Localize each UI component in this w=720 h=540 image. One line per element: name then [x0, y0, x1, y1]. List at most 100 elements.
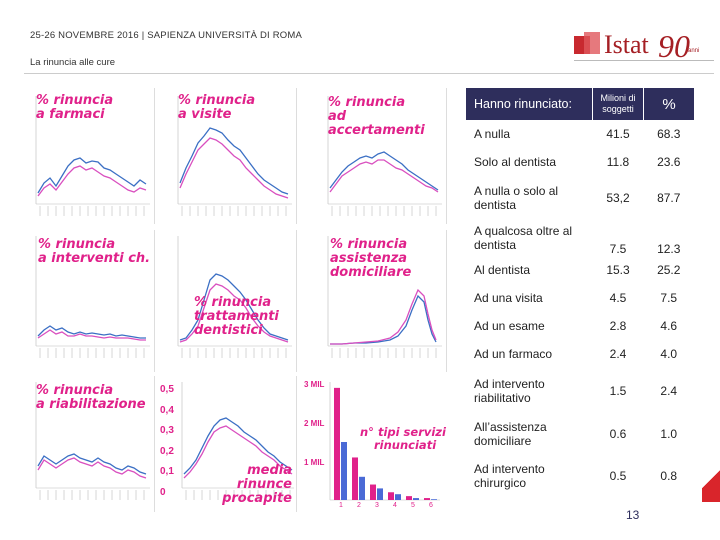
chart-panel-tipi-servizi: 3 MIL 2 MIL 1 MIL 1 2 3 4 5 6 n° tipi se… — [300, 376, 446, 512]
panel-title-line: % rinuncia — [330, 237, 408, 252]
bar-a-6 — [424, 498, 430, 500]
row-c1: 0.5 — [609, 469, 627, 483]
table-header-label: Hanno rinunciato: — [466, 88, 593, 120]
panel-title-line: % rinuncia — [38, 237, 116, 252]
x-tick-label: 3 — [375, 502, 379, 509]
panel-title-line: % rinuncia — [328, 95, 406, 110]
panel-title: % rinuncia a riabilitazione — [36, 384, 146, 412]
bar-b-1 — [341, 442, 347, 500]
chart-panel-domiciliare: % rinuncia assistenza domiciliare — [318, 230, 447, 372]
row-label: Ad una visita — [474, 291, 543, 305]
logo-suffix: anni — [688, 48, 700, 54]
panel-title-line: a visite — [178, 107, 232, 122]
table-row: Ad una visita 4.5 7.5 — [466, 284, 694, 312]
bar-b-2 — [359, 476, 365, 500]
row-label: A nulla o solo al dentista — [474, 184, 559, 212]
panel-title-line: a interventi ch. — [38, 251, 151, 266]
table-row: A nulla 41.5 68.3 — [466, 120, 694, 148]
line-chart-dentistici — [177, 236, 292, 358]
panel-title-line: domiciliare — [330, 265, 412, 280]
y-tick-label: 3 MIL — [304, 380, 325, 389]
logo-underline — [574, 60, 714, 61]
row-c1: 11.8 — [606, 155, 630, 169]
x-tick-label: 6 — [429, 502, 433, 509]
istat-logo: Istat 90 anni — [574, 28, 714, 72]
x-tick-label: 5 — [411, 502, 415, 509]
panel-title-line: n° tipi servizi — [360, 425, 446, 439]
panel-title-line: rinunce procapite — [222, 477, 292, 506]
panel-title: % rinuncia assistenza domiciliare — [330, 238, 411, 280]
logo-number: 90 — [658, 28, 690, 64]
panel-title-line: % rinuncia — [36, 383, 114, 398]
table-row: Ad un esame 2.8 4.6 — [466, 312, 694, 340]
row-c2: 25.2 — [657, 263, 681, 277]
panel-title: % rinuncia a farmaci — [36, 94, 113, 122]
bar-b-4 — [395, 494, 401, 500]
row-c1: 7.5 — [609, 242, 627, 256]
panel-title-line: rinunciati — [374, 438, 437, 452]
row-label: Al dentista — [474, 263, 531, 277]
row-c2: 4.0 — [660, 347, 678, 361]
row-c2: 4.6 — [660, 319, 678, 333]
line-chart-domiciliare — [327, 236, 442, 358]
bar-b-5 — [413, 498, 419, 500]
header-divider — [24, 73, 714, 74]
row-c1: 0.6 — [609, 427, 627, 441]
x-tick-label: 4 — [393, 502, 397, 509]
row-label: Ad intervento chirurgico — [474, 462, 545, 490]
table-row: Ad intervento chirurgico 0.5 0.8 — [466, 454, 694, 498]
row-c1: 15.3 — [606, 263, 630, 277]
table-header-c1: Milioni di soggetti — [592, 88, 644, 120]
panel-title-line: trattamenti — [194, 309, 279, 324]
slide-subtitle: La rinuncia alle cure — [30, 57, 116, 68]
y-tick-label: 0 — [160, 486, 166, 498]
panel-title-line: % rinuncia — [178, 93, 256, 108]
event-header: 25-26 NOVEMBRE 2016 | SAPIENZA UNIVERSIT… — [30, 30, 303, 41]
bar-chart-tipi-servizi — [329, 382, 440, 501]
logo-name: Istat — [604, 30, 649, 59]
panel-title-line: % rinuncia — [36, 93, 114, 108]
row-c1: 53,2 — [606, 191, 630, 205]
chart-panel-riabilitazione: % rinuncia a riabilitazione — [26, 376, 155, 512]
bar-b-6 — [431, 499, 437, 500]
panel-title: % rinuncia a interventi ch. — [38, 238, 150, 266]
logo-square-icon-2 — [584, 32, 600, 54]
table-header-c2: % — [643, 88, 694, 120]
bar-b-3 — [377, 488, 383, 500]
chart-panel-farmaci: % rinuncia a farmaci — [26, 88, 155, 224]
table-row: Ad intervento riabilitativo 1.5 2.4 — [466, 368, 694, 414]
bar-a-1 — [334, 387, 340, 500]
row-c1: 2.8 — [609, 319, 627, 333]
row-label: Ad intervento riabilitativo — [474, 377, 545, 405]
line-chart-riabilitazione — [35, 382, 150, 500]
row-c1: 4.5 — [609, 291, 627, 305]
row-c2: 12.3 — [657, 242, 681, 256]
table-row: Solo al dentista 11.8 23.6 — [466, 148, 694, 176]
row-c1: 1.5 — [609, 384, 627, 398]
row-c2: 0.8 — [660, 469, 678, 483]
page-number: 13 — [626, 508, 640, 522]
table-row: Al dentista 15.3 25.2 — [466, 256, 694, 284]
y-tick-label: 0,4 — [160, 404, 174, 416]
chart-panel-interventi: % rinuncia a interventi ch. — [26, 230, 155, 372]
row-c2: 2.4 — [660, 384, 678, 398]
chart-panel-accertamenti: % rinuncia ad accertamenti — [318, 88, 447, 224]
panel-title: % rinuncia trattamenti dentistici — [194, 296, 279, 338]
chart-panel-visite: % rinuncia a visite — [168, 88, 297, 224]
chart-panel-media: 0,5 0,4 0,3 0,2 0,1 0 media rinunce proc… — [160, 376, 297, 512]
bar-x-ticks: 1 2 3 4 5 6 — [300, 502, 446, 512]
table-row: Ad un farmaco 2.4 4.0 — [466, 340, 694, 368]
line-chart-interventi — [35, 236, 150, 358]
line-chart-farmaci — [35, 96, 150, 216]
panel-title: % rinuncia a visite — [178, 94, 255, 122]
row-c2: 1.0 — [660, 427, 678, 441]
table-header-row: Hanno rinunciato: Milioni di soggetti % — [466, 88, 694, 120]
row-c2: 87.7 — [657, 191, 681, 205]
row-c2: 23.6 — [657, 155, 681, 169]
row-label: Ad un farmaco — [474, 347, 553, 361]
row-label: A nulla — [474, 127, 511, 141]
table-row: A nulla o solo al dentista 53,2 87.7 — [466, 176, 694, 220]
y-tick-label: 0,2 — [160, 445, 174, 457]
panel-title-line: % rinuncia — [194, 295, 272, 310]
row-c1: 41.5 — [606, 127, 630, 141]
